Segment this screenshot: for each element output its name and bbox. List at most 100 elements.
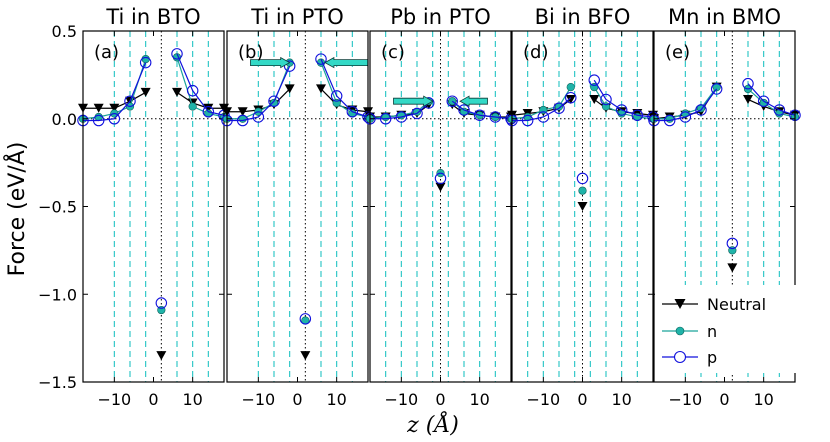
x-tick-label: 10 — [469, 390, 489, 409]
x-tick-label: −10 — [668, 390, 702, 409]
data-point-p — [92, 114, 105, 127]
data-point-p — [171, 48, 183, 60]
data-point-p — [695, 104, 707, 116]
series-line-n — [320, 62, 369, 118]
panel-1: Ti in BTO −10 0 10 0.5 0.0 −0.5 −1.0 −1.5 (a) — [38, 5, 230, 409]
series-line-n — [747, 88, 796, 118]
data-point-neutral — [237, 107, 248, 117]
data-point-p — [434, 172, 447, 185]
data-point-p — [710, 83, 723, 95]
panel-label: (e) — [665, 42, 690, 63]
data-point-p — [600, 93, 612, 106]
data-point-p — [663, 114, 676, 127]
data-point-p — [395, 111, 408, 123]
x-tick-label: 10 — [753, 390, 773, 409]
data-point-p — [553, 102, 565, 114]
x-tick-label: 10 — [611, 390, 631, 409]
data-point-p — [108, 113, 121, 125]
x-tick-label: −10 — [384, 390, 418, 409]
legend-marker-p — [673, 350, 687, 364]
data-point-neutral — [316, 84, 326, 94]
series-neutral — [78, 87, 229, 361]
direction-arrow — [250, 56, 291, 69]
panel-title: Mn in BMO — [668, 5, 781, 29]
legend: Neutral n p — [655, 285, 805, 373]
data-point-p — [379, 113, 392, 125]
direction-arrow — [324, 56, 369, 69]
y-axis-label: Force (eV/Å) — [3, 142, 30, 277]
x-tick-label: 0 — [292, 390, 302, 409]
x-tick-label: 0 — [148, 390, 158, 409]
x-tick-label: −10 — [97, 390, 131, 409]
x-tick-label: −10 — [526, 390, 560, 409]
data-point-p — [315, 53, 327, 65]
data-point-p — [268, 95, 280, 107]
panel-2: Ti in PTO −10 0 10 (b) — [221, 5, 374, 409]
data-point-n — [566, 83, 575, 92]
panel-4: Bi in BFO −10 0 10 (d) — [506, 5, 659, 409]
data-point-p — [283, 60, 296, 72]
data-point-neutral — [577, 202, 588, 211]
data-point-p — [299, 313, 312, 325]
data-point-p — [124, 95, 136, 107]
legend-entry-n: n — [662, 322, 717, 341]
legend-marker-neutral — [674, 299, 686, 309]
panel-title: Bi in BFO — [535, 5, 631, 29]
data-point-p — [252, 111, 265, 123]
x-tick-label: 0 — [719, 390, 729, 409]
data-point-neutral — [203, 103, 214, 113]
data-point-neutral — [140, 87, 151, 97]
data-point-p — [202, 105, 215, 118]
data-point-p — [473, 109, 486, 121]
y-tick-label: 0.0 — [52, 110, 77, 129]
series-line-neutral — [176, 91, 224, 109]
series-n — [365, 97, 516, 178]
panel-frame — [369, 30, 512, 383]
data-point-neutral — [93, 103, 104, 113]
data-point-p — [757, 95, 770, 107]
data-point-p — [236, 114, 249, 127]
data-point-p — [330, 90, 343, 102]
data-point-p — [346, 105, 359, 118]
x-tick-label: −10 — [241, 390, 275, 409]
x-tick-label: 10 — [182, 390, 202, 409]
legend-label-p: p — [707, 348, 717, 367]
panel-title: Ti in BTO — [105, 5, 200, 29]
data-point-neutral — [300, 351, 311, 361]
series-line-neutral — [320, 88, 369, 113]
series-line-p — [747, 83, 796, 116]
legend-label-neutral: Neutral — [707, 295, 766, 314]
panel-label: (d) — [523, 42, 548, 63]
data-point-p — [446, 95, 458, 107]
panel-title: Ti in PTO — [250, 5, 344, 29]
legend-entry-p: p — [662, 348, 717, 367]
data-point-neutral — [565, 94, 576, 104]
data-point-p — [773, 104, 786, 116]
data-point-neutral — [743, 94, 753, 104]
data-point-p — [631, 109, 644, 121]
data-point-neutral — [172, 87, 182, 97]
y-tick-label: −1.0 — [38, 285, 77, 304]
data-point-p — [576, 172, 589, 185]
data-point-p — [615, 104, 628, 116]
series-p — [221, 53, 374, 325]
data-point-n — [578, 186, 587, 195]
data-point-neutral — [589, 94, 600, 104]
panel-label: (b) — [238, 42, 263, 63]
data-point-p — [139, 56, 152, 69]
panel-3: Pb in PTO −10 0 10 (c) — [364, 5, 517, 409]
series-line-p — [176, 53, 225, 116]
series-p — [77, 48, 230, 309]
data-point-neutral — [435, 182, 446, 192]
legend-marker-n — [675, 326, 685, 336]
series-line-p — [320, 58, 369, 118]
x-tick-label: 0 — [435, 390, 445, 409]
series-line-neutral — [747, 98, 796, 116]
legend-entry-neutral: Neutral — [662, 295, 766, 314]
direction-arrow — [393, 95, 434, 107]
panel-frame — [82, 30, 225, 383]
x-tick-label: 10 — [326, 390, 346, 409]
data-point-p — [155, 297, 168, 309]
panel-frame — [511, 30, 654, 383]
